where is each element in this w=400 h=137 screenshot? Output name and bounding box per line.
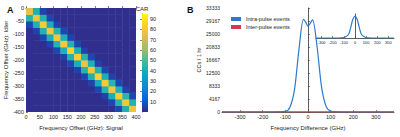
svg-text:-300: -300 — [235, 114, 246, 120]
svg-text:25000: 25000 — [206, 31, 220, 37]
svg-text:-250: -250 — [13, 70, 24, 76]
svg-text:-50: -50 — [16, 18, 24, 24]
svg-text:CAR: CAR — [136, 6, 149, 12]
svg-text:33333: 33333 — [206, 5, 220, 11]
svg-text:-400: -400 — [13, 109, 24, 115]
svg-text:100: 100 — [363, 40, 370, 45]
svg-text:Intra-pulse events: Intra-pulse events — [246, 16, 290, 22]
svg-text:-200: -200 — [257, 114, 268, 120]
svg-text:B: B — [187, 5, 194, 15]
svg-text:300: 300 — [385, 40, 392, 45]
svg-text:150: 150 — [63, 114, 72, 120]
svg-text:-100: -100 — [13, 31, 24, 37]
svg-text:0: 0 — [24, 114, 27, 120]
svg-text:-350: -350 — [13, 96, 24, 102]
svg-text:Inter-pulse events: Inter-pulse events — [246, 24, 290, 30]
svg-text:A: A — [7, 5, 14, 15]
svg-text:-300: -300 — [318, 40, 327, 45]
svg-text:0: 0 — [354, 40, 357, 45]
svg-text:40: 40 — [150, 68, 156, 74]
svg-text:-100: -100 — [340, 40, 349, 45]
svg-text:60: 60 — [150, 47, 156, 53]
svg-text:50: 50 — [37, 114, 43, 120]
svg-text:0: 0 — [306, 114, 309, 120]
svg-text:20: 20 — [150, 88, 156, 94]
svg-text:-100: -100 — [280, 114, 291, 120]
svg-text:8333: 8333 — [209, 83, 220, 89]
svg-text:0: 0 — [21, 5, 24, 11]
svg-text:200: 200 — [76, 114, 85, 120]
svg-text:300: 300 — [104, 114, 113, 120]
svg-text:200: 200 — [349, 114, 358, 120]
svg-text:30: 30 — [150, 78, 156, 84]
svg-text:80: 80 — [150, 26, 156, 32]
svg-text:10: 10 — [150, 99, 156, 105]
svg-text:0: 0 — [217, 109, 220, 115]
svg-text:29167: 29167 — [206, 18, 220, 24]
svg-text:-300: -300 — [13, 83, 24, 89]
svg-text:Frequency Difference (GHz): Frequency Difference (GHz) — [271, 125, 346, 131]
svg-text:250: 250 — [90, 114, 99, 120]
svg-text:90: 90 — [150, 16, 156, 22]
svg-text:400: 400 — [131, 114, 140, 120]
svg-text:200: 200 — [374, 40, 381, 45]
svg-text:Frequency Offset (GHz): Signal: Frequency Offset (GHz): Signal — [39, 125, 123, 131]
svg-text:300: 300 — [371, 114, 380, 120]
svg-text:-200: -200 — [329, 40, 338, 45]
svg-text:70: 70 — [150, 37, 156, 43]
svg-text:350: 350 — [118, 114, 127, 120]
svg-text:16667: 16667 — [206, 57, 220, 63]
svg-text:Frequency Offset (GHz): Idler: Frequency Offset (GHz): Idler — [3, 21, 9, 100]
svg-text:50: 50 — [150, 57, 156, 63]
svg-text:-200: -200 — [13, 57, 24, 63]
svg-text:100: 100 — [326, 114, 335, 120]
svg-text:20833: 20833 — [206, 44, 220, 50]
svg-text:100: 100 — [49, 114, 58, 120]
svg-text:4167: 4167 — [209, 96, 220, 102]
svg-text:-150: -150 — [13, 44, 24, 50]
svg-text:12500: 12500 — [206, 70, 220, 76]
svg-text:CCs / 1 hr: CCs / 1 hr — [196, 47, 202, 72]
